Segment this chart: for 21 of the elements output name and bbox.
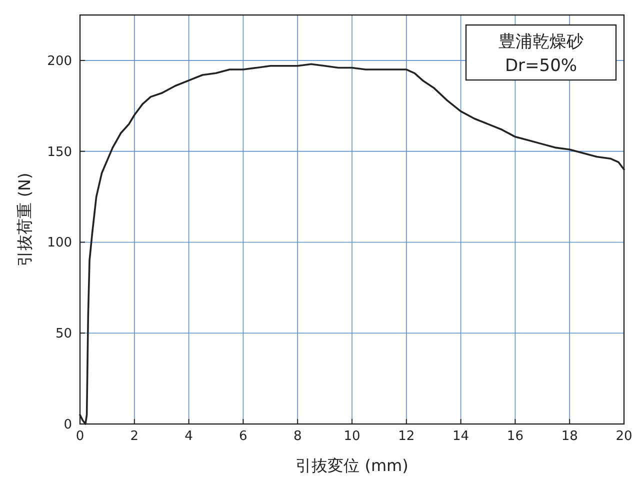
x-tick-label: 18 bbox=[561, 429, 578, 444]
y-tick-label: 100 bbox=[47, 236, 72, 251]
x-tick-label: 12 bbox=[398, 429, 415, 444]
y-axis-title: 引抜荷重 (N) bbox=[15, 172, 34, 266]
y-tick-label: 0 bbox=[64, 418, 72, 432]
x-tick-label: 14 bbox=[452, 429, 470, 444]
x-tick-label: 0 bbox=[76, 429, 84, 444]
x-tick-label: 4 bbox=[184, 429, 193, 444]
x-tick-label: 20 bbox=[616, 429, 632, 444]
x-tick-label: 2 bbox=[130, 429, 139, 444]
annotation: Dr=50% bbox=[504, 56, 578, 76]
y-tick-label: 50 bbox=[55, 326, 72, 342]
note-box: 豊浦乾燥砂 Dr=50% bbox=[465, 24, 617, 81]
x-tick-label: 6 bbox=[239, 429, 248, 444]
y-tick-label: 150 bbox=[47, 144, 72, 160]
y-tick-label: 200 bbox=[47, 54, 72, 69]
x-tick-label: 10 bbox=[344, 429, 360, 444]
x-tick-label: 16 bbox=[506, 429, 524, 444]
x-axis-title: 引抜変位 (mm) bbox=[296, 456, 408, 475]
x-tick-label: 8 bbox=[293, 429, 302, 444]
annotation: 豊浦乾燥砂 bbox=[498, 32, 584, 52]
